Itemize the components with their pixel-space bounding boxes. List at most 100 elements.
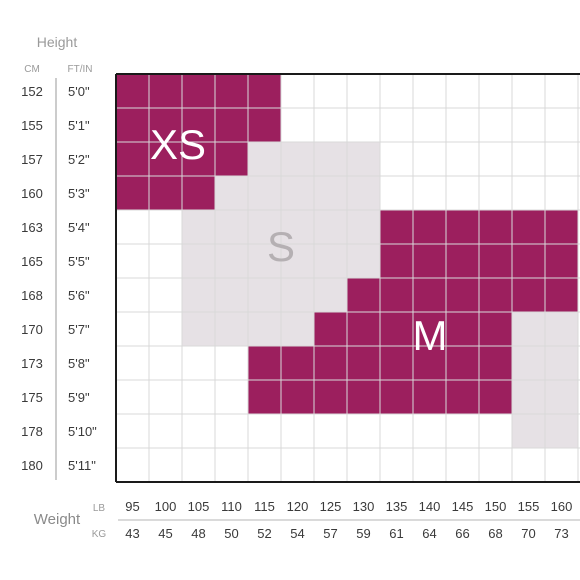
- size-cell-m: [347, 278, 380, 312]
- size-cell-m: [314, 346, 347, 380]
- height-tick-cm: 152: [21, 84, 43, 99]
- height-axis: Height CM FT/IN 152 155 157 160 163 165 168 170 173…: [21, 34, 97, 480]
- height-tick-ftin: 5'6": [68, 288, 90, 303]
- weight-axis: Weight LB KG 95 100 105 110 115 120 125 130 135 140 1…: [34, 499, 580, 541]
- size-cell-m: [512, 244, 545, 278]
- size-regions: [116, 74, 578, 448]
- weight-tick-kg: 48: [191, 526, 205, 541]
- height-tick-ftin: 5'5": [68, 254, 90, 269]
- height-tick-cm: 155: [21, 118, 43, 133]
- height-tick-ftin: 5'11": [68, 458, 96, 473]
- size-cell-m: [248, 346, 281, 380]
- height-tick-ftin: 5'9": [68, 390, 90, 405]
- size-cell-m: [281, 380, 314, 414]
- chart-frame: [115, 73, 580, 483]
- weight-tick-lb: 100: [155, 499, 177, 514]
- size-cell-s: [347, 142, 380, 176]
- size-cell-next: [545, 346, 578, 380]
- height-unit-cm: CM: [24, 64, 40, 75]
- size-cell-s: [347, 244, 380, 278]
- height-tick-cm: 175: [21, 390, 43, 405]
- size-cell-m: [413, 244, 446, 278]
- size-cell-m: [314, 312, 347, 346]
- size-cell-xs: [215, 142, 248, 176]
- size-cell-m: [446, 278, 479, 312]
- size-cell-s: [182, 312, 215, 346]
- weight-tick-lb: 135: [386, 499, 408, 514]
- height-tick-ftin: 5'7": [68, 322, 90, 337]
- weight-tick-lb: 130: [353, 499, 375, 514]
- size-cell-s: [281, 278, 314, 312]
- size-cell-m: [413, 278, 446, 312]
- weight-tick-lb: 105: [188, 499, 210, 514]
- size-cell-m: [446, 210, 479, 244]
- size-cell-s: [215, 312, 248, 346]
- size-cell-xs: [215, 108, 248, 142]
- size-cell-xs: [248, 74, 281, 108]
- weight-tick-lb: 145: [452, 499, 474, 514]
- size-cell-m: [479, 380, 512, 414]
- size-cell-xs: [116, 108, 149, 142]
- size-cell-m: [545, 210, 578, 244]
- size-cell-m: [380, 278, 413, 312]
- size-cell-s: [281, 210, 314, 244]
- weight-tick-lb: 110: [221, 499, 242, 514]
- size-cell-m: [545, 278, 578, 312]
- size-cell-xs: [182, 74, 215, 108]
- size-cell-m: [512, 278, 545, 312]
- size-cell-m: [512, 210, 545, 244]
- size-cell-s: [314, 244, 347, 278]
- height-tick-cm: 168: [21, 288, 43, 303]
- size-cell-m: [479, 210, 512, 244]
- size-cell-s: [347, 176, 380, 210]
- height-tick-cm: 173: [21, 356, 43, 371]
- weight-tick-lb: 115: [254, 499, 275, 514]
- size-cell-next: [512, 380, 545, 414]
- size-cell-m: [380, 244, 413, 278]
- weight-tick-kg: 70: [521, 526, 535, 541]
- weight-tick-kg: 43: [125, 526, 139, 541]
- size-cell-s: [314, 210, 347, 244]
- height-tick-ftin: 5'8": [68, 356, 90, 371]
- size-cell-xs: [149, 176, 182, 210]
- size-cell-m: [446, 346, 479, 380]
- size-cell-m: [479, 278, 512, 312]
- size-cell-xs: [116, 176, 149, 210]
- weight-tick-kg: 59: [356, 526, 370, 541]
- height-tick-ftin: 5'4": [68, 220, 90, 235]
- weight-unit-lb: LB: [93, 503, 106, 514]
- height-tick-cm: 165: [21, 254, 43, 269]
- weight-tick-lb: 125: [320, 499, 342, 514]
- weight-tick-kg: 52: [257, 526, 271, 541]
- weight-tick-kg: 68: [488, 526, 502, 541]
- size-label-s: S: [267, 223, 295, 270]
- height-tick-cm: 157: [21, 152, 43, 167]
- size-cell-m: [413, 312, 446, 346]
- weight-tick-lb: 140: [419, 499, 441, 514]
- weight-tick-kg: 45: [158, 526, 172, 541]
- size-cell-next: [545, 380, 578, 414]
- size-cell-s: [248, 210, 281, 244]
- size-cell-xs: [215, 74, 248, 108]
- height-tick-ftin: 5'0": [68, 84, 90, 99]
- size-cell-s: [314, 278, 347, 312]
- size-cell-m: [281, 346, 314, 380]
- size-cell-s: [281, 176, 314, 210]
- size-cell-s: [182, 278, 215, 312]
- size-cell-m: [347, 312, 380, 346]
- height-tick-cm: 160: [21, 186, 43, 201]
- weight-tick-lb: 150: [485, 499, 507, 514]
- height-tick-ftin: 5'10": [68, 424, 97, 439]
- size-cell-m: [413, 380, 446, 414]
- size-cell-s: [248, 312, 281, 346]
- size-cell-m: [479, 244, 512, 278]
- size-cell-s: [281, 244, 314, 278]
- size-cell-s: [182, 210, 215, 244]
- weight-tick-kg: 57: [323, 526, 337, 541]
- weight-tick-kg: 64: [422, 526, 436, 541]
- size-cell-m: [446, 312, 479, 346]
- size-cell-xs: [182, 142, 215, 176]
- size-cell-next: [512, 346, 545, 380]
- size-region-labels: XS S M: [150, 121, 448, 359]
